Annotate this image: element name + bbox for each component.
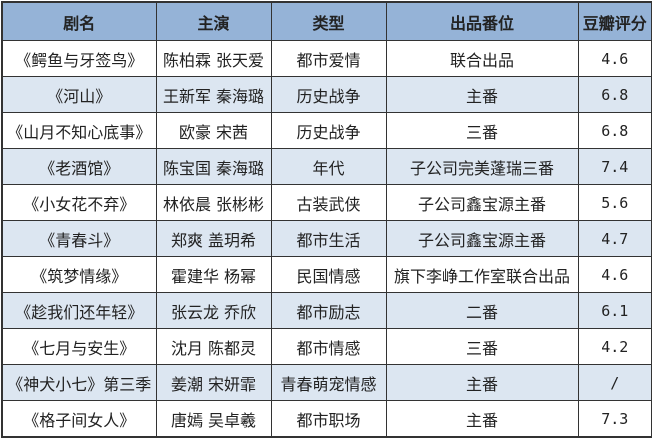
cast-cell: 陈宝国 秦海璐: [155, 148, 272, 185]
score-cell: 7.3: [577, 400, 652, 438]
title-cell: 《筑梦情缘》: [1, 256, 157, 293]
cast-cell: 霍建华 杨幂: [155, 256, 272, 293]
production-role-cell: 三番: [385, 328, 579, 365]
score-cell: 6.8: [577, 76, 652, 113]
title-cell: 《神犬小七》第三季: [1, 364, 157, 401]
production-role-cell: 二番: [385, 292, 579, 329]
title-cell: 《山月不知心底事》: [1, 112, 157, 149]
genre-cell: 都市生活: [270, 220, 387, 257]
title-cell: 《老酒馆》: [1, 148, 157, 185]
cast-cell: 陈柏霖 张天爱: [155, 40, 272, 77]
production-role-cell: 主番: [385, 76, 579, 113]
score-cell: 4.2: [577, 328, 652, 365]
header-production-role: 出品番位: [385, 1, 579, 41]
table-row: 《山月不知心底事》 欧豪 宋茜 历史战争 三番 6.8: [1, 112, 652, 149]
title-cell: 《鳄鱼与牙签鸟》: [1, 40, 157, 77]
table-row: 《筑梦情缘》 霍建华 杨幂 民国情感 旗下李峥工作室联合出品 4.6: [1, 256, 652, 293]
genre-cell: 都市励志: [270, 292, 387, 329]
table-row: 《小女花不弃》 林依晨 张彬彬 古装武侠 子公司鑫宝源主番 5.6: [1, 184, 652, 221]
title-cell: 《趁我们还年轻》: [1, 292, 157, 329]
production-role-cell: 主番: [385, 400, 579, 438]
table-row: 《趁我们还年轻》 张云龙 乔欣 都市励志 二番 6.1: [1, 292, 652, 329]
cast-cell: 王新军 秦海璐: [155, 76, 272, 113]
score-cell: 4.7: [577, 220, 652, 257]
production-role-cell: 主番: [385, 364, 579, 401]
cast-cell: 唐嫣 吴卓羲: [155, 400, 272, 438]
production-role-cell: 子公司鑫宝源主番: [385, 184, 579, 221]
title-cell: 《青春斗》: [1, 220, 157, 257]
production-role-cell: 联合出品: [385, 40, 579, 77]
title-cell: 《格子间女人》: [1, 400, 157, 438]
genre-cell: 民国情感: [270, 256, 387, 293]
header-douban-score: 豆瓣评分: [577, 1, 652, 41]
cast-cell: 林依晨 张彬彬: [155, 184, 272, 221]
genre-cell: 青春萌宠情感: [270, 364, 387, 401]
production-role-cell: 三番: [385, 112, 579, 149]
genre-cell: 都市情感: [270, 328, 387, 365]
genre-cell: 历史战争: [270, 112, 387, 149]
genre-cell: 古装武侠: [270, 184, 387, 221]
table-row: 《格子间女人》 唐嫣 吴卓羲 都市职场 主番 7.3: [1, 400, 652, 438]
title-cell: 《七月与安生》: [1, 328, 157, 365]
header-row: 剧名 主演 类型 出品番位 豆瓣评分: [1, 1, 652, 41]
score-cell: 6.1: [577, 292, 652, 329]
score-cell: /: [577, 364, 652, 401]
genre-cell: 都市职场: [270, 400, 387, 438]
table-row: 《老酒馆》 陈宝国 秦海璐 年代 子公司完美蓬瑞三番 7.4: [1, 148, 652, 185]
cast-cell: 沈月 陈都灵: [155, 328, 272, 365]
table-row: 《神犬小七》第三季 姜潮 宋妍霏 青春萌宠情感 主番 /: [1, 364, 652, 401]
score-cell: 5.6: [577, 184, 652, 221]
score-cell: 7.4: [577, 148, 652, 185]
header-cast: 主演: [155, 1, 272, 41]
title-cell: 《小女花不弃》: [1, 184, 157, 221]
genre-cell: 年代: [270, 148, 387, 185]
table-row: 《鳄鱼与牙签鸟》 陈柏霖 张天爱 都市爱情 联合出品 4.6: [1, 40, 652, 77]
cast-cell: 张云龙 乔欣: [155, 292, 272, 329]
title-cell: 《河山》: [1, 76, 157, 113]
table-row: 《青春斗》 郑爽 盖玥希 都市生活 子公司鑫宝源主番 4.7: [1, 220, 652, 257]
cast-cell: 姜潮 宋妍霏: [155, 364, 272, 401]
table-row: 《河山》 王新军 秦海璐 历史战争 主番 6.8: [1, 76, 652, 113]
cast-cell: 郑爽 盖玥希: [155, 220, 272, 257]
production-role-cell: 子公司鑫宝源主番: [385, 220, 579, 257]
header-title: 剧名: [1, 1, 157, 41]
header-genre: 类型: [270, 1, 387, 41]
cast-cell: 欧豪 宋茜: [155, 112, 272, 149]
score-cell: 6.8: [577, 112, 652, 149]
genre-cell: 都市爱情: [270, 40, 387, 77]
table-row: 《七月与安生》 沈月 陈都灵 都市情感 三番 4.2: [1, 328, 652, 365]
production-role-cell: 旗下李峥工作室联合出品: [385, 256, 579, 293]
score-cell: 4.6: [577, 40, 652, 77]
score-cell: 4.6: [577, 256, 652, 293]
production-role-cell: 子公司完美蓬瑞三番: [385, 148, 579, 185]
genre-cell: 历史战争: [270, 76, 387, 113]
